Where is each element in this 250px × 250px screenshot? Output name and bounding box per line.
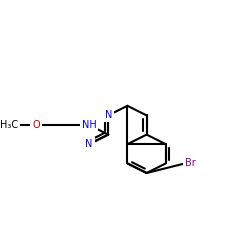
Text: N: N bbox=[104, 110, 112, 120]
Text: H₃C: H₃C bbox=[0, 120, 18, 130]
Text: N: N bbox=[85, 139, 93, 149]
Text: Br: Br bbox=[185, 158, 196, 168]
Text: NH: NH bbox=[82, 120, 96, 130]
Text: O: O bbox=[32, 120, 40, 130]
